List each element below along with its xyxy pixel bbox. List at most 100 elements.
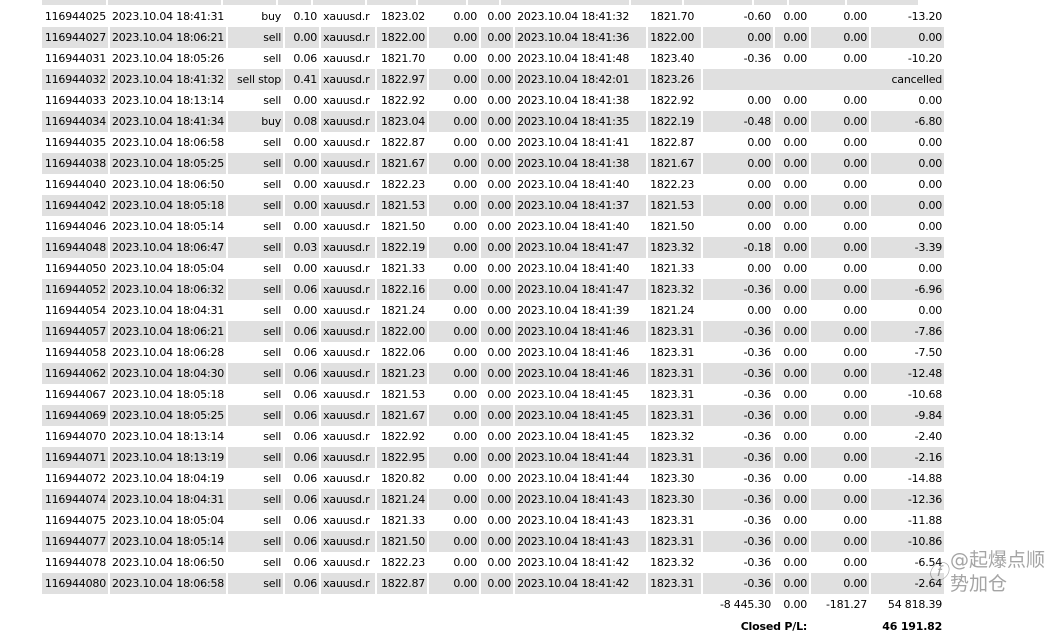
open-time-cell: 2023.10.04 18:04:31 xyxy=(112,304,225,317)
swap-cell: 0.00 xyxy=(843,52,868,65)
table-row[interactable]: 116944074 2023.10.04 18:04:31 sell 0.06 xauu… xyxy=(42,489,945,510)
size-cell: 0.06 xyxy=(285,531,320,552)
open-price-cell: 1821.23 xyxy=(377,363,428,384)
open-price-cell: 1822.00 xyxy=(377,321,428,342)
symbol-cell: xauusd.r xyxy=(321,321,376,342)
open-price-cell: 1822.95 xyxy=(377,447,428,468)
open-price-cell: 1821.53 xyxy=(381,388,426,401)
stop-loss-cell: 0.00 xyxy=(429,195,480,216)
symbol-cell: xauusd.r xyxy=(321,405,376,426)
take-profit-cell: 0.00 xyxy=(487,10,512,23)
table-row[interactable]: 116944038 2023.10.04 18:05:25 sell 0.00 xauu… xyxy=(42,153,945,174)
ticket-cell: 116944052 xyxy=(42,279,108,300)
type-cell: buy xyxy=(228,111,284,132)
table-row[interactable]: 116944078 2023.10.04 18:06:50 sell 0.06 xauu… xyxy=(42,552,944,573)
table-row[interactable]: 116944032 2023.10.04 18:41:32 sell stop 0.4… xyxy=(42,69,945,90)
table-row[interactable]: 116944069 2023.10.04 18:05:25 sell 0.06 xauu… xyxy=(42,405,945,426)
size-cell: 0.00 xyxy=(293,136,318,149)
commission-cell: 0.00 xyxy=(703,153,774,174)
table-row[interactable]: 116944077 2023.10.04 18:05:14 sell 0.06 xauu… xyxy=(42,531,945,552)
open-price-cell: 1822.16 xyxy=(377,279,428,300)
swap-cell: 0.00 xyxy=(811,405,870,426)
stop-loss-cell: 0.00 xyxy=(429,27,480,48)
table-row[interactable]: 116944058 2023.10.04 18:06:28 sell 0.06 xauu… xyxy=(42,342,944,363)
open-time-cell: 2023.10.04 18:41:32 xyxy=(110,69,227,90)
symbol-cell: xauusd.r xyxy=(323,262,370,275)
take-profit-cell: 0.00 xyxy=(487,472,512,485)
close-time-cell: 2023.10.04 18:41:42 xyxy=(515,573,647,594)
ticket-cell: 116944038 xyxy=(42,153,108,174)
symbol-cell: xauusd.r xyxy=(323,430,370,443)
table-row[interactable]: 116944070 2023.10.04 18:13:14 sell 0.06 xauu… xyxy=(42,426,944,447)
profit-cell: -13.20 xyxy=(907,10,943,23)
open-price-cell: 1822.97 xyxy=(377,69,428,90)
symbol-cell: xauusd.r xyxy=(323,178,370,191)
table-row[interactable]: 116944071 2023.10.04 18:13:19 sell 0.06 xauu… xyxy=(42,447,945,468)
table-row[interactable]: 116944040 2023.10.04 18:06:50 sell 0.00 xauu… xyxy=(42,174,944,195)
ticket-cell: 116944048 xyxy=(42,237,108,258)
close-time-cell: 2023.10.04 18:41:43 xyxy=(517,514,630,527)
table-row[interactable]: 116944025 2023.10.04 18:41:31 buy 0.10 xauus… xyxy=(42,6,944,27)
open-time-cell: 2023.10.04 18:05:04 xyxy=(112,262,225,275)
table-row[interactable]: 116944052 2023.10.04 18:06:32 sell 0.06 xauu… xyxy=(42,279,945,300)
taxes-cell: 0.00 xyxy=(783,472,808,485)
commission-cell: 0.00 xyxy=(747,136,772,149)
table-row[interactable]: 116944075 2023.10.04 18:05:04 sell 0.06 xauu… xyxy=(42,510,944,531)
table-row[interactable]: 116944072 2023.10.04 18:04:19 sell 0.06 xauu… xyxy=(42,468,944,489)
open-price-cell: 1822.92 xyxy=(381,430,426,443)
ticket-cell: 116944027 xyxy=(42,27,108,48)
swap-cell: 0.00 xyxy=(811,489,870,510)
swap-cell: 0.00 xyxy=(843,262,868,275)
table-row[interactable]: 116944031 2023.10.04 18:05:26 sell 0.06 xauu… xyxy=(42,48,944,69)
type-cell: sell xyxy=(263,388,282,401)
close-price-cell: 1822.92 xyxy=(650,94,695,107)
table-row[interactable]: 116944067 2023.10.04 18:05:18 sell 0.06 xauu… xyxy=(42,384,944,405)
open-price-cell: 1823.02 xyxy=(381,10,426,23)
table-row[interactable]: 116944050 2023.10.04 18:05:04 sell 0.00 xauu… xyxy=(42,258,944,279)
taxes-cell: 0.00 xyxy=(783,346,808,359)
commission-cell: -0.36 xyxy=(703,279,774,300)
stop-loss-cell: 0.00 xyxy=(453,10,478,23)
table-row[interactable]: 116944035 2023.10.04 18:06:58 sell 0.00 xauu… xyxy=(42,132,944,153)
swap-cell: 0.00 xyxy=(811,111,870,132)
commission-cell: -0.60 xyxy=(743,10,772,23)
type-cell: sell xyxy=(228,321,284,342)
swap-cell: 0.00 xyxy=(811,531,870,552)
ticket-cell: 116944077 xyxy=(42,531,108,552)
type-cell: sell stop xyxy=(228,69,284,90)
table-row[interactable]: 116944048 2023.10.04 18:06:47 sell 0.03 xauu… xyxy=(42,237,945,258)
symbol-cell: xauusd.r xyxy=(321,195,376,216)
close-price-cell: 1823.32 xyxy=(650,556,695,569)
table-row[interactable]: 116944057 2023.10.04 18:06:21 sell 0.06 xauu… xyxy=(42,321,945,342)
ticket-cell: 116944046 xyxy=(44,220,106,233)
take-profit-cell: 0.00 xyxy=(487,430,512,443)
open-price-cell: 1821.24 xyxy=(381,304,426,317)
table-row[interactable]: 116944034 2023.10.04 18:41:34 buy 0.08 xauus… xyxy=(42,111,945,132)
table-row[interactable]: 116944080 2023.10.04 18:06:58 sell 0.06 xauu… xyxy=(42,573,945,594)
close-price-cell: 1823.31 xyxy=(648,531,702,552)
stop-loss-cell: 0.00 xyxy=(453,178,478,191)
open-price-cell: 1821.33 xyxy=(381,262,426,275)
closed-pl-label: Closed P/L: xyxy=(703,615,810,637)
taxes-cell: 0.00 xyxy=(783,556,808,569)
status-cancelled: cancelled xyxy=(703,69,945,90)
profit-cell: -10.86 xyxy=(871,531,945,552)
type-cell: sell xyxy=(228,279,284,300)
watermark-text: @起爆点顺势加仓 xyxy=(950,549,1046,595)
close-time-cell: 2023.10.04 18:41:46 xyxy=(515,321,647,342)
table-row[interactable]: 116944046 2023.10.04 18:05:14 sell 0.00 xauu… xyxy=(42,216,944,237)
open-time-cell: 2023.10.04 18:06:58 xyxy=(112,136,225,149)
symbol-cell: xauusd.r xyxy=(321,279,376,300)
swap-cell: 0.00 xyxy=(843,178,868,191)
size-cell: 0.00 xyxy=(293,262,318,275)
table-row[interactable]: 116944054 2023.10.04 18:04:31 sell 0.00 xauu… xyxy=(42,300,944,321)
profit-cell: -10.68 xyxy=(907,388,943,401)
size-cell: 0.08 xyxy=(285,111,320,132)
table-row[interactable]: 116944027 2023.10.04 18:06:21 sell 0.00 xauu… xyxy=(42,27,945,48)
table-row[interactable]: 116944033 2023.10.04 18:13:14 sell 0.00 xauu… xyxy=(42,90,944,111)
table-row[interactable]: 116944062 2023.10.04 18:04:30 sell 0.06 xauu… xyxy=(42,363,945,384)
profit-cell: -6.80 xyxy=(871,111,945,132)
table-row[interactable]: 116944042 2023.10.04 18:05:18 sell 0.00 xauu… xyxy=(42,195,945,216)
swap-cell: 0.00 xyxy=(811,27,870,48)
symbol-cell: xauusd.r xyxy=(321,489,376,510)
